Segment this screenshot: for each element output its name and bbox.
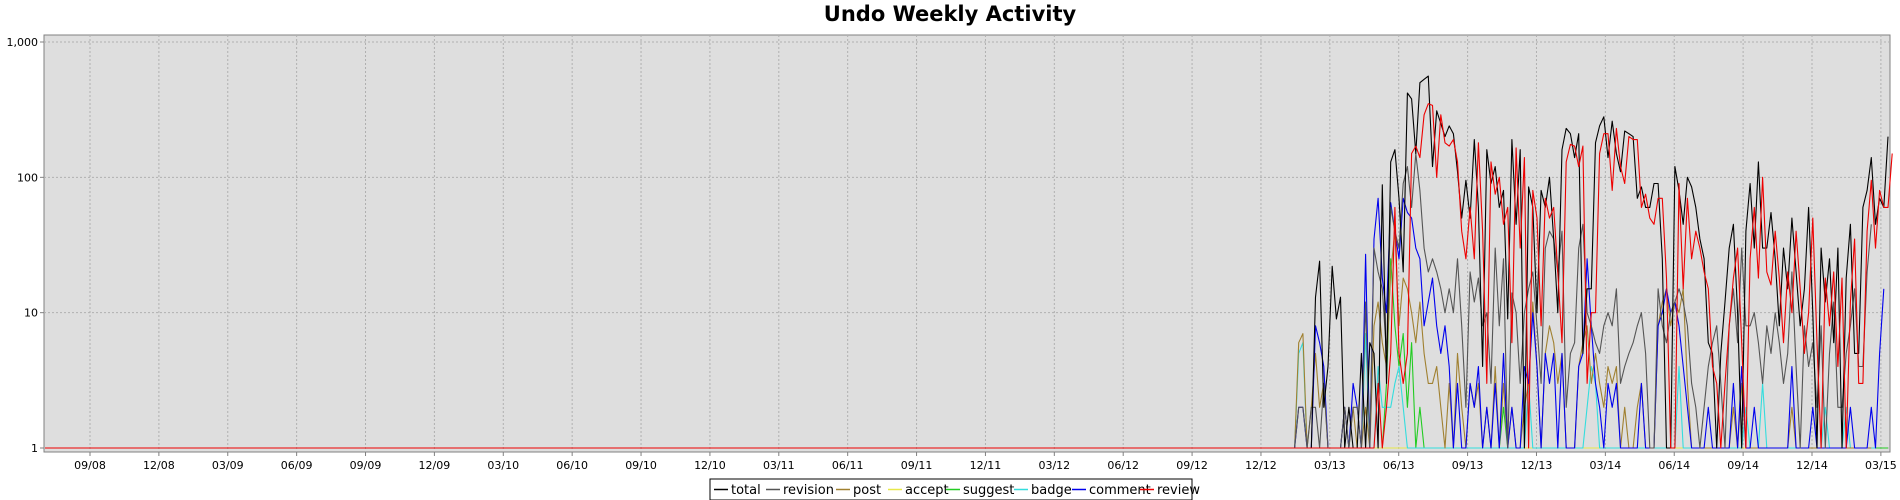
x-tick-label: 12/08 xyxy=(143,459,175,472)
x-tick-label: 03/14 xyxy=(1590,459,1622,472)
x-tick-label: 09/11 xyxy=(901,459,933,472)
x-tick-label: 06/14 xyxy=(1658,459,1690,472)
legend-label-accept: accept xyxy=(905,483,949,498)
x-tick-label: 12/09 xyxy=(419,459,451,472)
x-tick-label: 09/08 xyxy=(74,459,106,472)
x-tick-label: 06/10 xyxy=(556,459,588,472)
x-tick-label: 12/10 xyxy=(694,459,726,472)
x-tick-label: 03/13 xyxy=(1314,459,1346,472)
y-tick-label: 1,000 xyxy=(7,36,39,49)
series-lines xyxy=(45,75,1893,449)
x-tick-label: 09/09 xyxy=(350,459,382,472)
x-tick-label: 12/14 xyxy=(1796,459,1828,472)
x-tick-label: 12/12 xyxy=(1245,459,1277,472)
legend: total revision post accept suggest badge comme… xyxy=(709,478,1200,500)
grid-lines xyxy=(44,35,1890,452)
x-tick-label: 09/12 xyxy=(1176,459,1208,472)
chart-title: Undo Weekly Activity xyxy=(824,2,1077,26)
x-tick-label: 06/09 xyxy=(281,459,313,472)
x-tick-label: 09/13 xyxy=(1452,459,1484,472)
x-tick-label: 03/11 xyxy=(763,459,795,472)
legend-label-review: review xyxy=(1157,483,1200,498)
legend-label-revision: revision xyxy=(783,483,834,498)
x-axis: 09/08 12/08 03/09 06/09 09/09 12/09 03/10 06/10… xyxy=(74,452,1897,472)
legend-label-suggest: suggest xyxy=(963,483,1014,498)
x-tick-label: 03/12 xyxy=(1038,459,1070,472)
y-axis: 1 10 100 1,000 xyxy=(7,36,44,455)
y-tick-label: 1 xyxy=(31,442,38,455)
legend-label-total: total xyxy=(731,483,761,498)
x-tick-label: 06/11 xyxy=(832,459,864,472)
legend-label-post: post xyxy=(853,483,881,498)
y-tick-label: 10 xyxy=(24,307,38,320)
x-tick-label: 03/10 xyxy=(487,459,519,472)
x-tick-label: 06/12 xyxy=(1107,459,1139,472)
x-tick-label: 09/14 xyxy=(1727,459,1759,472)
legend-label-comment: comment xyxy=(1089,483,1151,498)
legend-label-badge: badge xyxy=(1031,483,1072,498)
series-line-review xyxy=(45,103,1893,449)
x-tick-label: 09/10 xyxy=(625,459,657,472)
x-tick-label: 12/11 xyxy=(970,459,1002,472)
y-tick-label: 100 xyxy=(17,171,38,184)
x-tick-label: 06/13 xyxy=(1383,459,1415,472)
plot-area xyxy=(43,34,1891,453)
x-tick-label: 03/15 xyxy=(1865,459,1897,472)
x-tick-label: 03/09 xyxy=(212,459,244,472)
x-tick-label: 12/13 xyxy=(1521,459,1553,472)
